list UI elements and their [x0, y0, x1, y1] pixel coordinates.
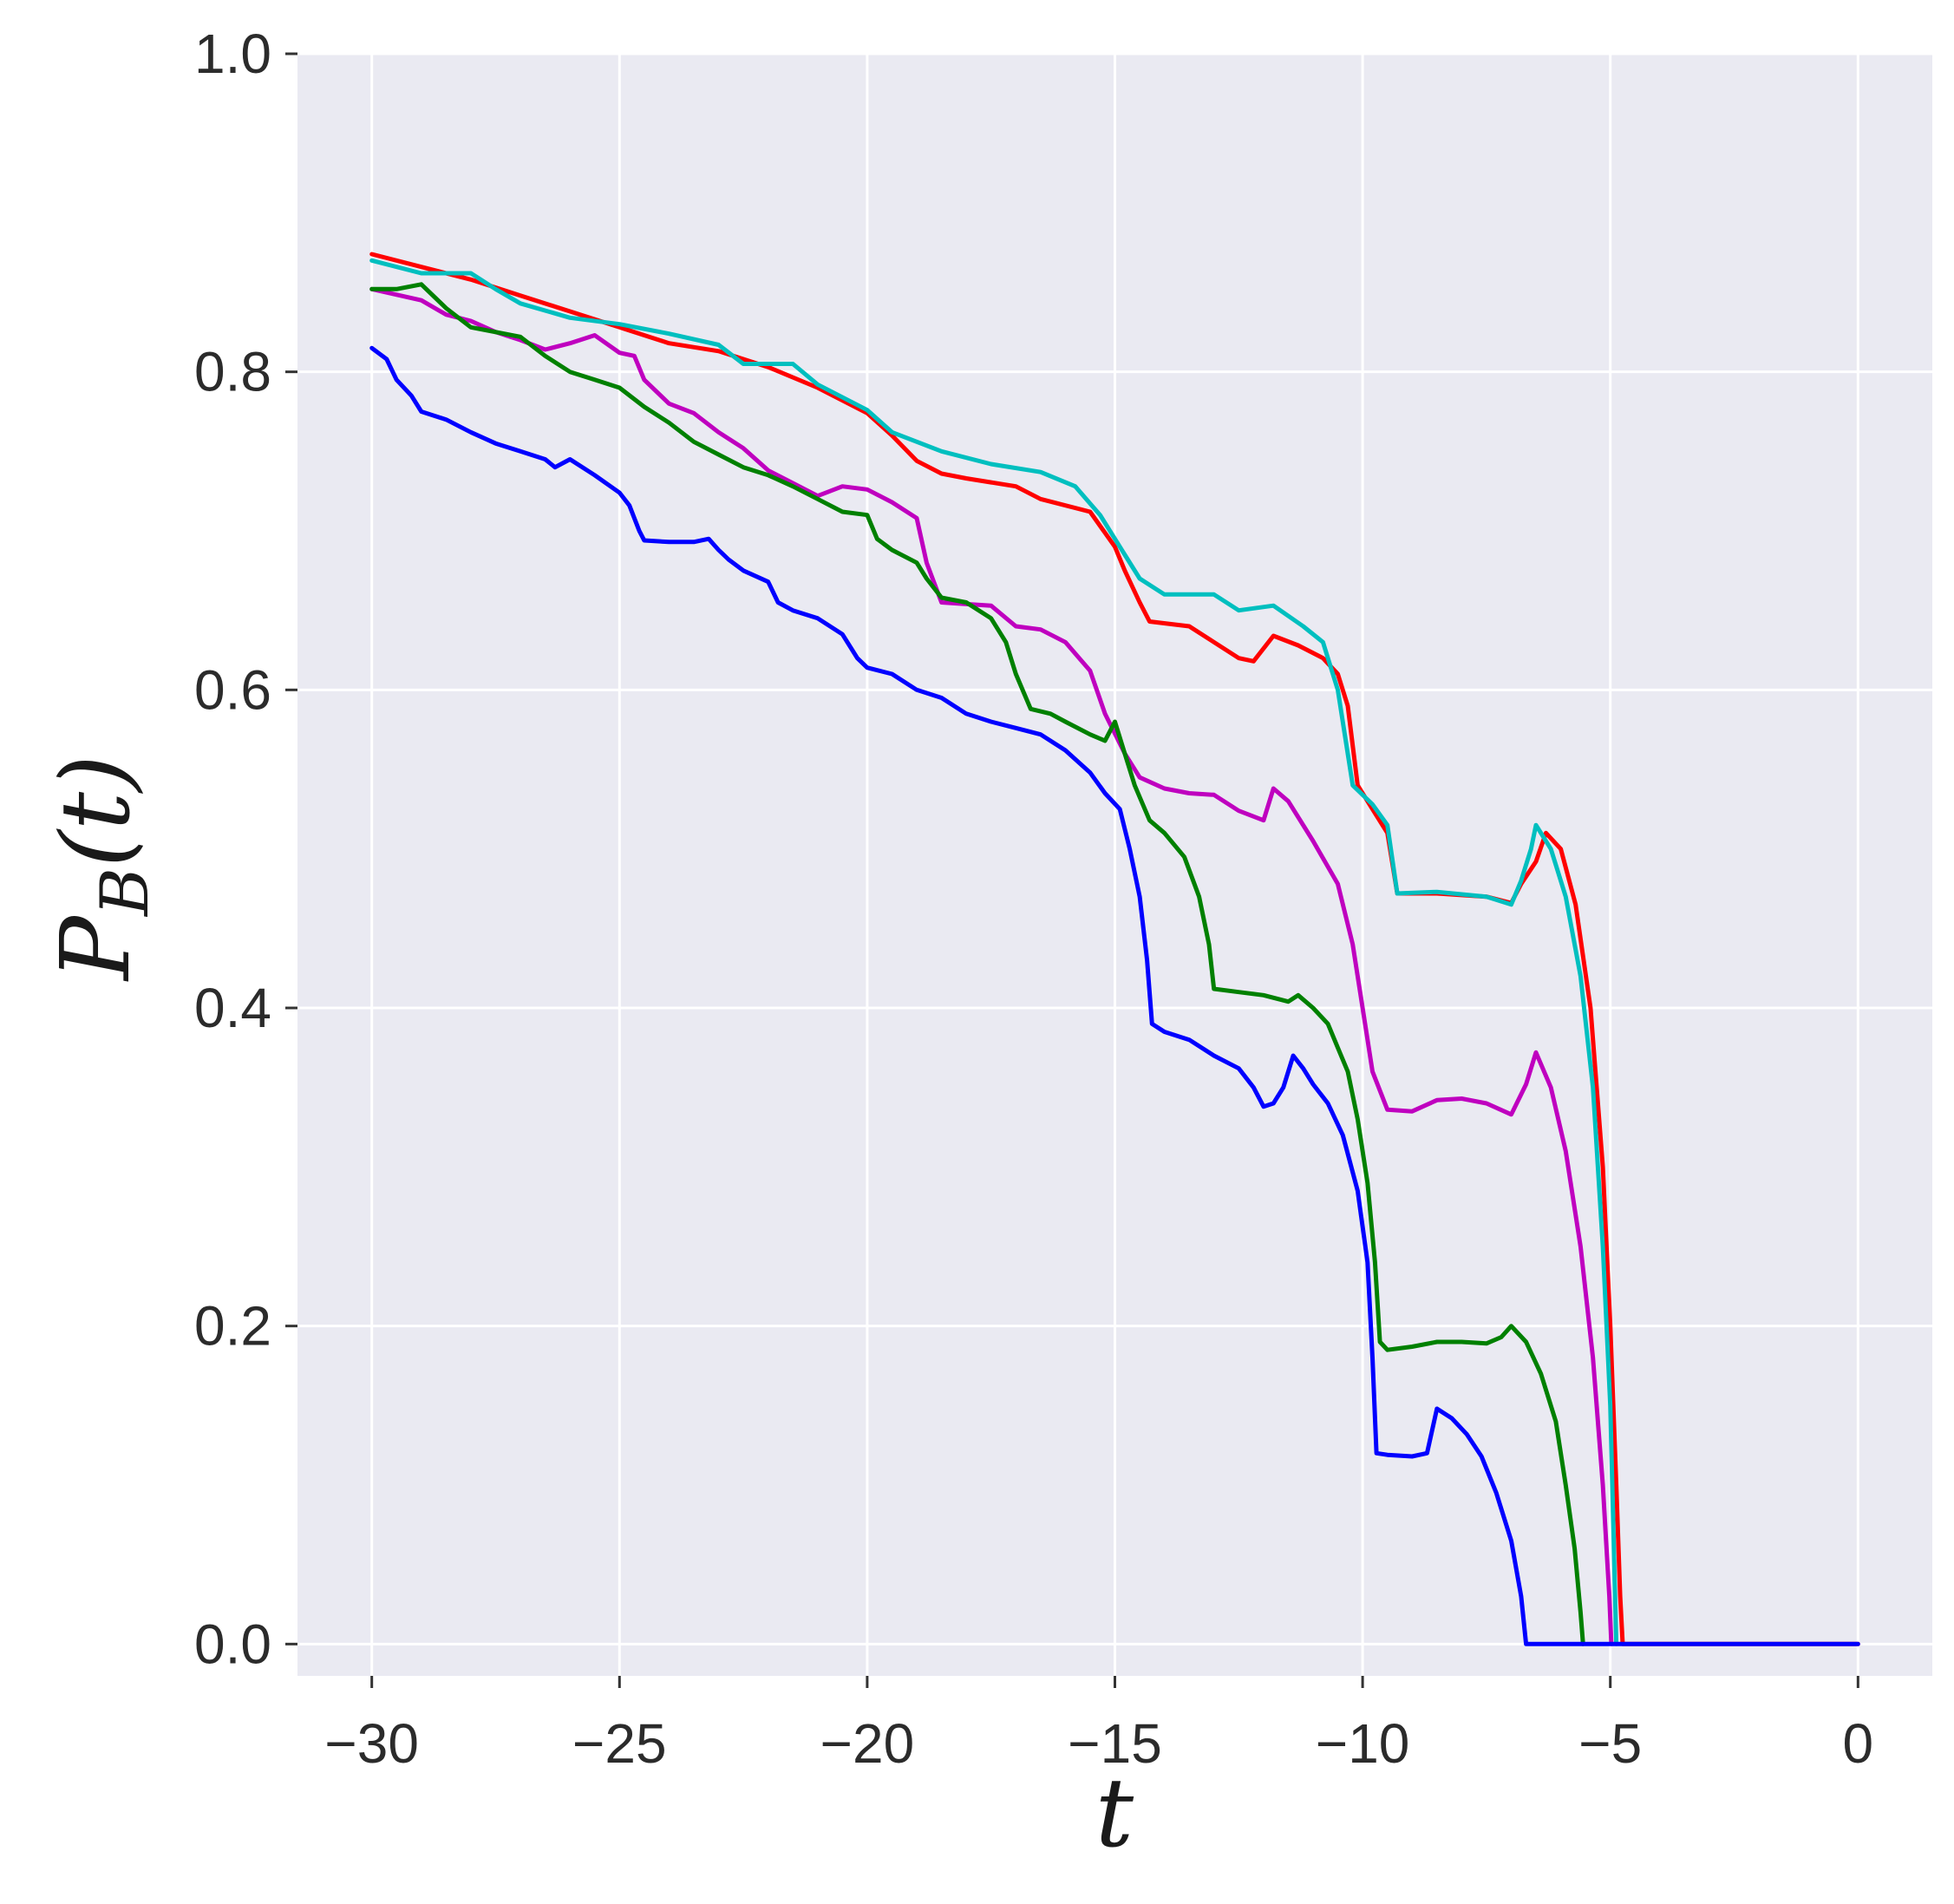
y-tick-label: 0.6	[194, 658, 271, 721]
x-tick-label: −25	[572, 1712, 667, 1775]
grid-lines	[297, 52, 1932, 1676]
series-layer	[369, 252, 1860, 1646]
y-axis-label: PB(t)	[40, 755, 163, 982]
x-tick-label: −20	[820, 1712, 915, 1775]
x-tick-label: −5	[1578, 1712, 1642, 1775]
y-axis-label-suffix: (t)	[40, 755, 151, 867]
y-tick-label: 0.4	[194, 977, 271, 1039]
y-tick-label: 0.0	[194, 1613, 271, 1675]
y-tick-label: 0.8	[194, 341, 271, 403]
x-tick-label: −10	[1316, 1712, 1410, 1775]
series-line	[369, 282, 1585, 1646]
y-tick-label: 0.2	[194, 1295, 271, 1358]
svg-text:PB(t): PB(t)	[40, 755, 163, 982]
series-line	[369, 345, 1860, 1646]
series-line	[369, 286, 1614, 1646]
axis-ticks: −30 −25 −20 −15 −10 −5 0 0.0 0.2 0.4 0.6 0.8 1.0	[194, 23, 1873, 1775]
series-line	[369, 258, 1619, 1646]
y-axis-label-sub: B	[86, 867, 163, 918]
y-tick-label: 1.0	[194, 23, 271, 85]
y-axis-label-main: P	[40, 914, 151, 982]
x-tick-label: −15	[1068, 1712, 1162, 1775]
x-tick-label: −30	[324, 1712, 419, 1775]
x-axis-label: t	[1095, 1757, 1134, 1868]
series-line	[369, 252, 1860, 1646]
x-tick-label: 0	[1843, 1712, 1874, 1775]
